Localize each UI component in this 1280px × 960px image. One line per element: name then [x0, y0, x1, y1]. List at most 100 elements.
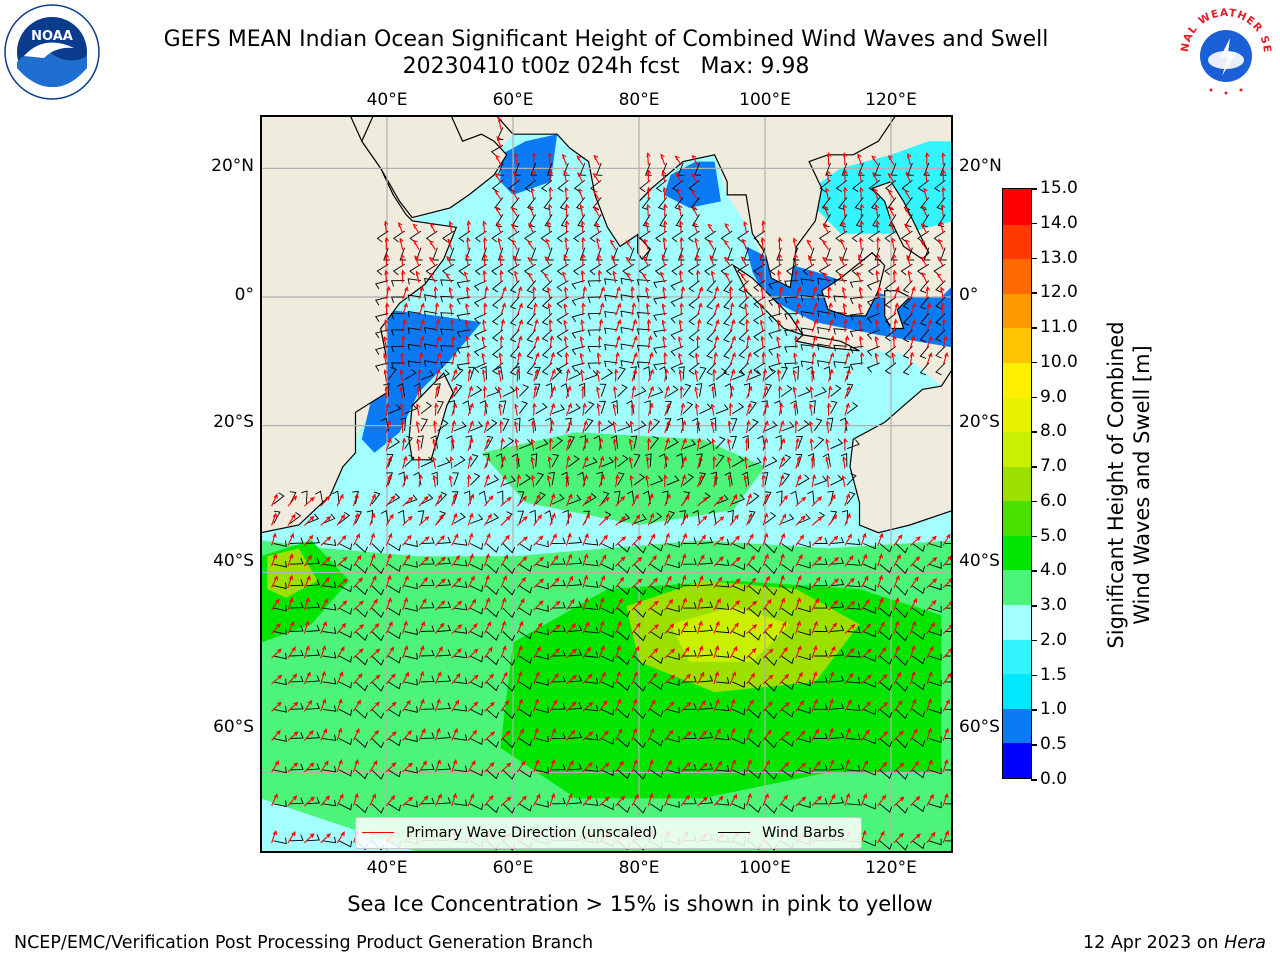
wind-barb	[819, 179, 831, 192]
wind-barb	[912, 563, 926, 573]
wind-barb	[650, 769, 664, 778]
wind-barb	[895, 681, 909, 692]
wind-barb	[478, 490, 487, 505]
wind-barb	[666, 801, 680, 808]
wind-barb	[797, 583, 811, 591]
wave-direction-arrow	[840, 238, 846, 250]
wave-direction-arrow	[500, 597, 507, 611]
wind-barb	[322, 604, 337, 611]
wave-direction-arrow	[484, 762, 495, 773]
wind-barb	[535, 801, 549, 808]
wave-direction-arrow	[859, 220, 865, 234]
wave-direction-arrow	[352, 492, 359, 507]
wind-barb	[784, 329, 798, 337]
wave-direction-arrow	[876, 253, 881, 267]
wind-barb	[383, 382, 390, 397]
wind-barb	[830, 624, 845, 632]
wave-direction-arrow	[433, 285, 439, 300]
wind-barb	[440, 328, 454, 336]
wave-direction-arrow	[893, 730, 904, 741]
wave-direction-arrow	[494, 190, 502, 200]
wind-barb	[830, 601, 845, 609]
wave-direction-arrow	[401, 269, 406, 283]
wave-direction-arrow	[909, 318, 917, 332]
wind-barb	[571, 280, 585, 290]
colorbar-band	[1003, 708, 1031, 744]
wind-barb	[933, 230, 946, 243]
wind-barb	[535, 605, 549, 612]
wave-direction-arrow	[516, 516, 528, 526]
wind-barb	[519, 631, 533, 640]
wave-direction-arrow	[646, 318, 652, 332]
wind-barb	[879, 708, 893, 719]
wave-direction-arrow	[500, 302, 507, 316]
wind-barb	[617, 769, 631, 780]
wind-barb	[849, 280, 864, 288]
wind-barb	[866, 362, 880, 373]
wave-direction-arrow	[625, 256, 633, 267]
wind-barb	[380, 510, 389, 524]
wave-direction-arrow	[399, 237, 404, 250]
wave-direction-arrow	[271, 493, 278, 507]
wind-barb	[620, 343, 635, 351]
wave-direction-arrow	[811, 335, 818, 349]
wave-direction-arrow	[762, 623, 773, 634]
wave-direction-arrow	[287, 701, 299, 712]
wave-direction-arrow	[910, 556, 921, 567]
wind-barb	[715, 733, 730, 741]
wave-direction-arrow	[500, 730, 511, 741]
wind-barb	[462, 400, 471, 414]
wind-barb	[706, 296, 717, 310]
wave-direction-arrow	[664, 493, 671, 507]
wind-barb	[273, 492, 285, 505]
wave-direction-arrow	[500, 286, 507, 300]
wind-barb	[453, 765, 468, 773]
wave-direction-arrow	[418, 495, 429, 507]
colorbar-tick-mark	[1031, 744, 1037, 746]
wind-barb	[338, 511, 351, 524]
wave-direction-arrow	[891, 237, 896, 250]
wind-barb	[708, 382, 717, 397]
wave-direction-arrow	[500, 437, 505, 451]
wave-direction-arrow	[598, 620, 605, 634]
wind-barb	[699, 763, 714, 771]
wave-direction-arrow	[320, 833, 332, 844]
wave-direction-arrow	[877, 532, 884, 546]
wave-direction-arrow	[695, 403, 700, 416]
wave-direction-arrow	[483, 402, 489, 416]
low-wave-region-arabian-sea	[500, 134, 558, 195]
wave-direction-arrow	[598, 574, 606, 588]
wind-barb	[306, 649, 320, 657]
wave-direction-arrow	[596, 403, 602, 416]
wind-barb	[552, 649, 566, 657]
wave-direction-arrow	[615, 351, 620, 365]
wave-direction-arrow	[778, 513, 787, 526]
wind-barb	[432, 247, 439, 261]
wind-barb	[731, 455, 745, 468]
wind-barb	[945, 543, 951, 545]
wind-barb	[584, 799, 599, 806]
wind-barb	[420, 797, 435, 805]
wind-barb	[502, 738, 516, 749]
wave-direction-arrow	[811, 496, 823, 507]
wind-barb	[759, 247, 767, 261]
wave-direction-arrow	[516, 576, 527, 589]
wave-direction-arrow	[481, 352, 486, 366]
wind-barb	[530, 247, 538, 261]
wind-barb	[306, 834, 320, 842]
wave-direction-arrow	[746, 699, 754, 712]
wind-barb	[730, 418, 738, 432]
wave-direction-arrow	[859, 335, 864, 349]
colorbar-tick-label: 5.0	[1040, 525, 1068, 546]
wind-barb	[468, 366, 475, 380]
wave-direction-arrow	[402, 554, 410, 567]
wind-barb	[792, 365, 799, 380]
wind-barb	[764, 491, 772, 505]
wave-direction-arrow	[713, 302, 720, 316]
wind-barb	[738, 362, 749, 376]
wind-barb	[474, 263, 487, 276]
wind-barb	[617, 513, 631, 524]
wave-direction-arrow	[904, 189, 911, 200]
wind-barb	[790, 400, 799, 414]
wind-barb	[541, 280, 553, 293]
